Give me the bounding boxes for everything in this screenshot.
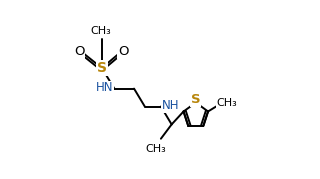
Text: S: S	[191, 93, 201, 106]
Text: S: S	[97, 61, 107, 75]
Text: CH₃: CH₃	[91, 26, 111, 36]
Text: CH₃: CH₃	[145, 144, 166, 154]
Text: HN: HN	[96, 81, 114, 94]
Text: CH₃: CH₃	[216, 98, 237, 108]
Text: O: O	[74, 45, 85, 58]
Text: NH: NH	[162, 99, 179, 112]
Text: O: O	[118, 45, 129, 58]
